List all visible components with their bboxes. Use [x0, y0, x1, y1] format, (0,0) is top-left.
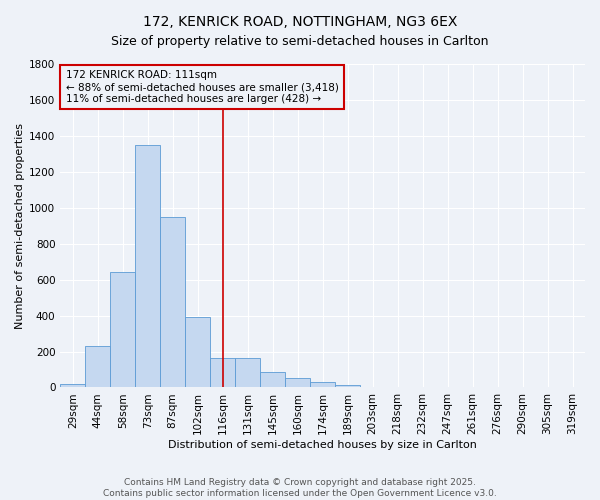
- Text: 172, KENRICK ROAD, NOTTINGHAM, NG3 6EX: 172, KENRICK ROAD, NOTTINGHAM, NG3 6EX: [143, 15, 457, 29]
- Bar: [260, 372, 285, 388]
- Bar: [360, 386, 385, 388]
- Bar: [185, 318, 210, 388]
- Y-axis label: Number of semi-detached properties: Number of semi-detached properties: [15, 122, 25, 328]
- Bar: [85, 346, 110, 388]
- Bar: [335, 385, 360, 388]
- Text: Size of property relative to semi-detached houses in Carlton: Size of property relative to semi-detach…: [111, 35, 489, 48]
- Bar: [310, 382, 335, 388]
- Bar: [135, 145, 160, 388]
- Bar: [235, 358, 260, 388]
- Bar: [285, 378, 310, 388]
- X-axis label: Distribution of semi-detached houses by size in Carlton: Distribution of semi-detached houses by …: [168, 440, 477, 450]
- Bar: [210, 358, 235, 388]
- Bar: [160, 216, 185, 388]
- Text: Contains HM Land Registry data © Crown copyright and database right 2025.
Contai: Contains HM Land Registry data © Crown c…: [103, 478, 497, 498]
- Bar: [60, 384, 85, 388]
- Bar: [110, 272, 135, 388]
- Text: 172 KENRICK ROAD: 111sqm
← 88% of semi-detached houses are smaller (3,418)
11% o: 172 KENRICK ROAD: 111sqm ← 88% of semi-d…: [65, 70, 338, 104]
